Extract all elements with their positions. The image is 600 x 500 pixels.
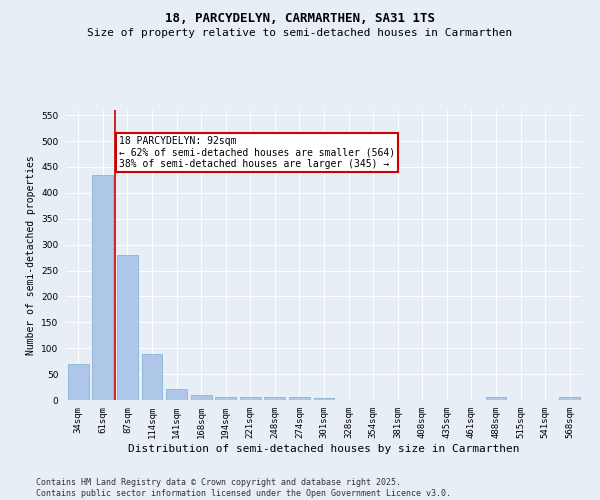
Bar: [240, 398, 261, 400]
Bar: [142, 354, 163, 400]
Bar: [68, 364, 89, 400]
Bar: [485, 398, 506, 400]
Text: 18, PARCYDELYN, CARMARTHEN, SA31 1TS: 18, PARCYDELYN, CARMARTHEN, SA31 1TS: [165, 12, 435, 26]
Text: Size of property relative to semi-detached houses in Carmarthen: Size of property relative to semi-detach…: [88, 28, 512, 38]
Bar: [559, 398, 580, 400]
Text: 18 PARCYDELYN: 92sqm
← 62% of semi-detached houses are smaller (564)
38% of semi: 18 PARCYDELYN: 92sqm ← 62% of semi-detac…: [119, 136, 395, 169]
Bar: [92, 174, 113, 400]
Bar: [289, 398, 310, 400]
Text: Contains HM Land Registry data © Crown copyright and database right 2025.
Contai: Contains HM Land Registry data © Crown c…: [36, 478, 451, 498]
Bar: [191, 395, 212, 400]
Bar: [166, 388, 187, 400]
Bar: [117, 255, 138, 400]
Bar: [265, 398, 286, 400]
Y-axis label: Number of semi-detached properties: Number of semi-detached properties: [26, 155, 35, 355]
Bar: [314, 398, 334, 400]
X-axis label: Distribution of semi-detached houses by size in Carmarthen: Distribution of semi-detached houses by …: [128, 444, 520, 454]
Bar: [215, 398, 236, 400]
